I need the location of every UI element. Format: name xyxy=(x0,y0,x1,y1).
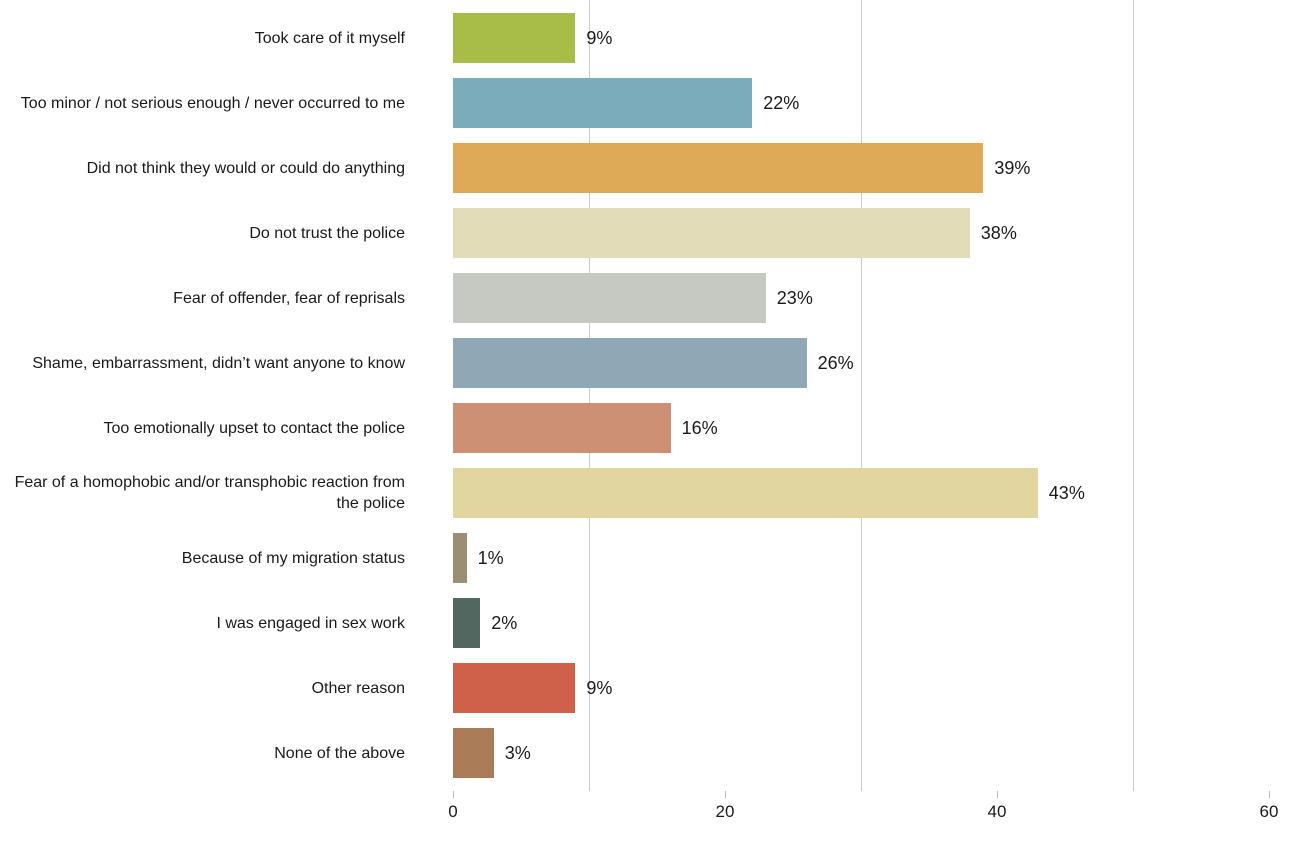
bar xyxy=(453,208,970,258)
x-axis-tick-label: 40 xyxy=(987,802,1007,821)
category-label: None of the above xyxy=(274,744,405,762)
category-label: Fear of offender, fear of reprisals xyxy=(173,289,405,307)
value-label: 43% xyxy=(1048,482,1085,503)
bar xyxy=(453,403,671,453)
value-label: 39% xyxy=(994,157,1031,178)
category-label: Too emotionally upset to contact the pol… xyxy=(103,419,405,437)
value-label: 22% xyxy=(763,92,800,113)
x-axis-tick-label: 0 xyxy=(448,802,458,821)
x-axis-tick xyxy=(725,791,726,798)
category-label: Did not think they would or could do any… xyxy=(86,159,405,177)
category-label: Too minor / not serious enough / never o… xyxy=(20,94,405,112)
value-label: 16% xyxy=(681,417,718,438)
value-label: 9% xyxy=(586,27,613,48)
value-label: 9% xyxy=(586,677,613,698)
category-label: Shame, embarrassment, didn’t want anyone… xyxy=(32,354,405,372)
category-label: Because of my migration status xyxy=(181,549,405,567)
bar xyxy=(453,728,494,778)
bar xyxy=(453,598,481,648)
x-axis-tick xyxy=(1269,791,1270,798)
category-label: Took care of it myself xyxy=(254,29,405,47)
x-axis-tick-label: 60 xyxy=(1259,802,1279,821)
gridline-x-30 xyxy=(861,0,862,791)
category-label: Do not trust the police xyxy=(249,224,405,242)
x-axis-tick-label: 20 xyxy=(715,802,735,821)
x-axis-tick xyxy=(997,791,998,798)
bar xyxy=(453,663,576,713)
gridline-x-50 xyxy=(1133,0,1134,791)
category-label: Other reason xyxy=(311,679,405,697)
bar xyxy=(453,143,984,193)
bar xyxy=(453,273,766,323)
bar xyxy=(453,533,467,583)
bar xyxy=(453,78,753,128)
value-label: 38% xyxy=(980,222,1017,243)
bar xyxy=(453,13,576,63)
gridline-x-10 xyxy=(589,0,590,791)
bar xyxy=(453,338,807,388)
value-label: 2% xyxy=(491,612,518,633)
category-label: Fear of a homophobic and/or transphobic … xyxy=(14,474,405,512)
category-label: I was engaged in sex work xyxy=(216,614,405,632)
bar xyxy=(453,468,1038,518)
value-label: 26% xyxy=(817,352,854,373)
x-axis-tick xyxy=(453,791,454,798)
value-label: 3% xyxy=(504,742,531,763)
value-label: 1% xyxy=(477,547,504,568)
value-label: 23% xyxy=(776,287,813,308)
